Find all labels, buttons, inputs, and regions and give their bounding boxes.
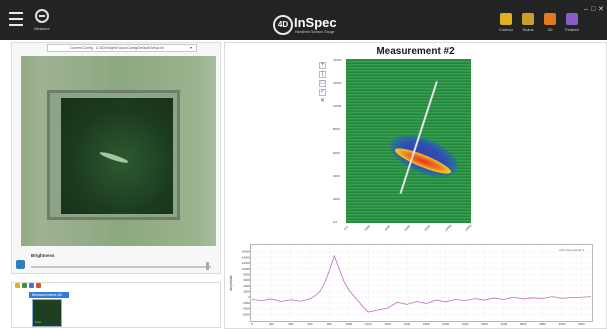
config-label: Current Config (70, 46, 93, 50)
x-tick-label: 0 (251, 322, 253, 326)
contour-button[interactable]: Contour (496, 13, 516, 37)
scan-y-tick: 2000 (333, 196, 340, 201)
config-path: C:\4DInSight\Focus\Config\Default\Setup.… (95, 46, 164, 50)
minimize-button[interactable]: – (584, 6, 588, 13)
scan-y-tick: 0.0 (333, 220, 338, 224)
y-axis-label: Amplitude (229, 275, 233, 291)
delete-icon[interactable] (36, 283, 41, 288)
y-tick-label: -6000 (242, 312, 250, 316)
chevron-down-icon: ▾ (189, 45, 192, 50)
scan-y-tick: 8000 (333, 127, 340, 132)
scan-y-tick: 14000 (333, 58, 342, 62)
save-icon[interactable] (22, 283, 27, 288)
check-icon[interactable] (29, 283, 34, 288)
x-tick-label: 1800 (423, 322, 430, 326)
brightness-label: Brightness (31, 253, 55, 258)
brightness-icon (16, 260, 25, 269)
measure-button[interactable]: Measure (31, 9, 53, 35)
x-tick-label: 800 (327, 322, 332, 326)
x-tick-label: 1000 (346, 322, 353, 326)
series-line (251, 254, 592, 313)
x-tick-label: 3400 (578, 322, 585, 326)
sensor-image (61, 98, 173, 214)
camera-view[interactable] (21, 56, 216, 246)
maximize-button[interactable]: □ (591, 6, 596, 13)
profile-chart[interactable]: 0 200 400 600 800 1000 1200 1400 1600 1800 2000 220… (224, 238, 607, 329)
x-tick-label: 3200 (559, 322, 566, 326)
config-dropdown[interactable]: Current Config C:\4DInSight\Focus\Config… (47, 44, 197, 52)
measure-icon (35, 9, 49, 23)
3d-button[interactable]: 3D (540, 13, 560, 37)
x-tick-label: 600 (308, 322, 313, 326)
y-tick-label: 2000 (243, 290, 250, 294)
scan-y-tick: 4000 (333, 173, 340, 178)
x-tick-label: 400 (288, 322, 293, 326)
contour-icon (500, 13, 512, 25)
folder-icon[interactable] (15, 283, 20, 288)
x-tick-label: 2000 (442, 322, 449, 326)
y-tick-label: 12000 (242, 261, 251, 265)
clear-icon[interactable]: ✕ (320, 98, 326, 104)
y-tick-label: 14000 (242, 255, 251, 259)
brightness-slider[interactable] (31, 266, 211, 268)
x-tick-label: 2800 (520, 322, 527, 326)
3d-label: 3D (547, 27, 553, 32)
measurement-list-item[interactable]: Measurement #2 (29, 292, 69, 298)
close-button[interactable]: ✕ (598, 6, 604, 13)
scan-y-tick: 10000 (333, 104, 342, 109)
area-tool-icon[interactable]: □ (319, 80, 326, 87)
measurement-thumbnail[interactable]: Lin-4 (32, 299, 62, 327)
logo-tagline: Handheld Surface Gauge (295, 30, 335, 34)
logo-wordmark: InSpec (294, 15, 337, 30)
feature-button[interactable]: Feature (562, 13, 582, 37)
scans-button[interactable]: Scans (518, 13, 538, 37)
line-tool-icon[interactable]: | (319, 71, 326, 78)
legend-label: Line Cursor 1 (566, 248, 584, 252)
measurement-title: Measurement #2 (376, 46, 455, 57)
y-tick-label: 10000 (242, 267, 251, 271)
y-tick-label: 16000 (242, 250, 251, 254)
x-tick-label: 1200 (365, 322, 372, 326)
thumbnail-label: Lin-4 (35, 321, 41, 324)
y-tick-label: 4000 (243, 284, 250, 288)
logo-badge: 4D (273, 15, 293, 35)
y-tick-label: -4000 (242, 307, 250, 311)
x-tick-label: 1600 (404, 322, 411, 326)
scan-y-tick: 12000 (333, 81, 342, 86)
x-tick-label: 3000 (539, 322, 546, 326)
y-tick-label: -2000 (242, 301, 250, 305)
x-tick-label: 200 (269, 322, 274, 326)
x-tick-label: 2400 (481, 322, 488, 326)
scans-icon (522, 13, 534, 25)
feature-label: Feature (565, 27, 579, 32)
y-tick-label: 8000 (243, 272, 250, 276)
x-tick-label: 2600 (500, 322, 507, 326)
feature-icon (566, 13, 578, 25)
3d-icon (544, 13, 556, 25)
c-scan-image[interactable] (346, 59, 471, 223)
select-tool-icon[interactable]: ✓ (319, 89, 326, 96)
x-tick-label: 2200 (462, 322, 469, 326)
menu-icon[interactable] (9, 12, 23, 26)
scans-label: Scans (522, 27, 534, 32)
scan-y-tick: 6000 (333, 150, 340, 155)
brightness-slider-thumb[interactable] (206, 262, 209, 270)
y-tick-label: 6000 (243, 278, 250, 282)
top-bar: Measure 4D InSpec Handheld Surface Gauge… (0, 0, 607, 40)
profile-chart-frame (250, 244, 593, 322)
x-tick-label: 1400 (384, 322, 391, 326)
measure-label: Measure (34, 26, 50, 31)
y-tick-label: 0 (248, 295, 250, 299)
contour-label: Contour (498, 27, 514, 32)
zoom-in-icon[interactable]: + (319, 62, 326, 69)
